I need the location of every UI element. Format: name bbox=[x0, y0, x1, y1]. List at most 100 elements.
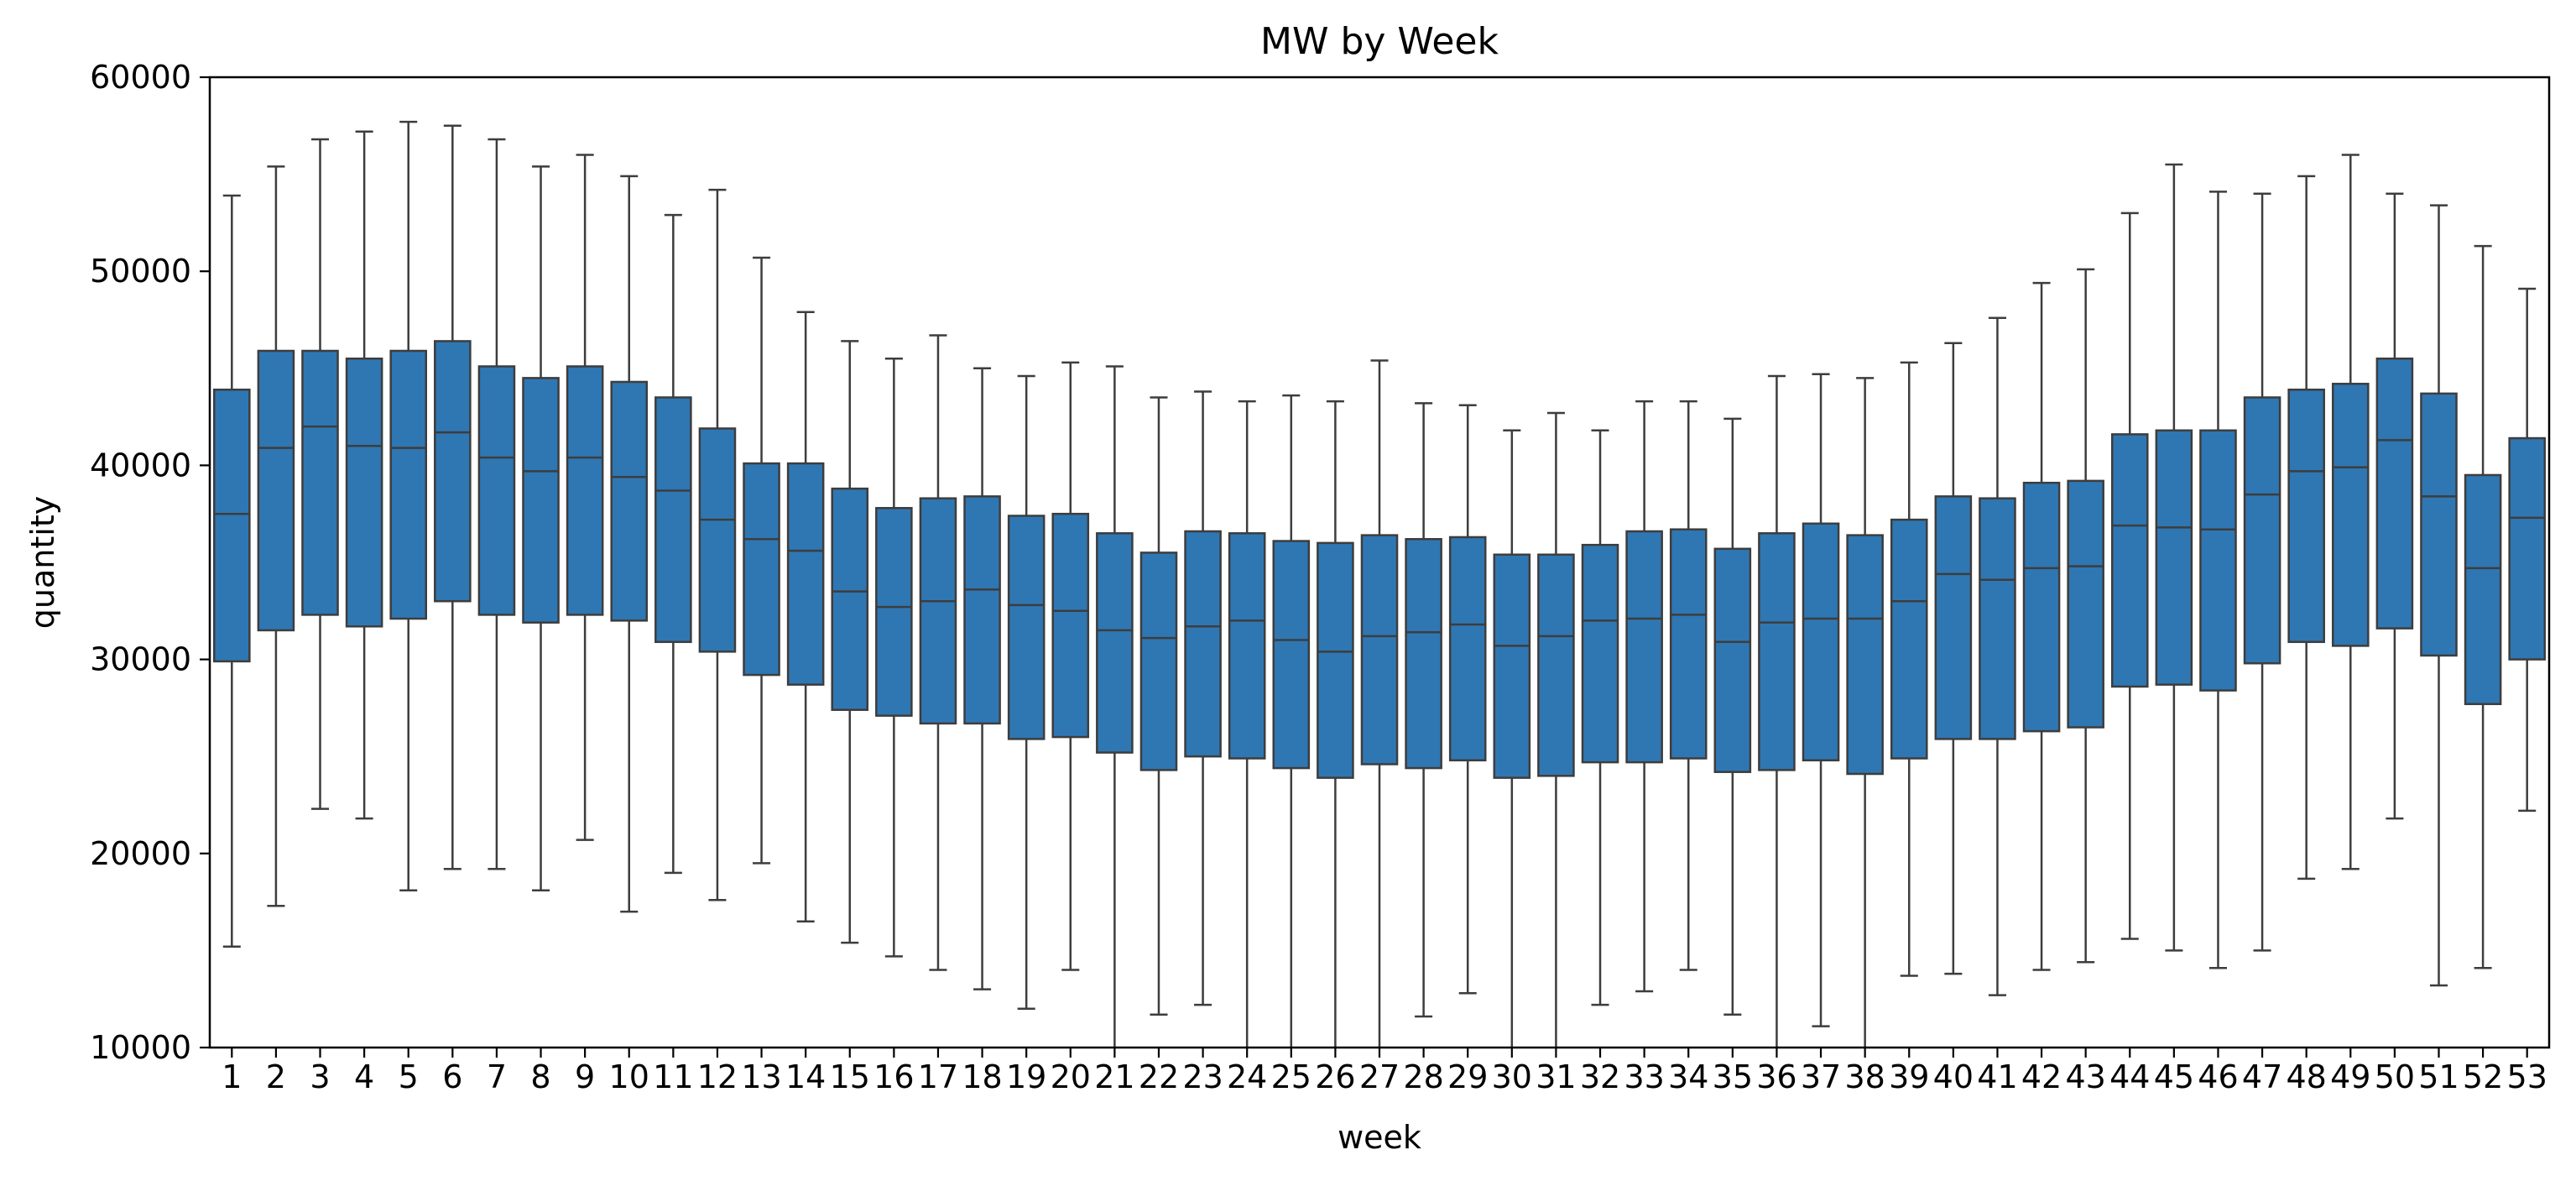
x-tick-label: 7 bbox=[487, 1058, 507, 1095]
x-tick-label: 14 bbox=[785, 1058, 826, 1095]
box-week-37 bbox=[1802, 373, 1840, 1027]
box-week-34 bbox=[1669, 400, 1708, 971]
y-tick-label: 10000 bbox=[90, 1029, 191, 1066]
iqr-box bbox=[1625, 530, 1663, 764]
box-week-7 bbox=[477, 138, 516, 870]
box-week-18 bbox=[963, 367, 1001, 990]
box-week-25 bbox=[1272, 394, 1311, 1048]
x-tick-label: 52 bbox=[2463, 1058, 2503, 1095]
iqr-box bbox=[1405, 538, 1442, 770]
box-week-43 bbox=[2067, 268, 2104, 964]
iqr-box bbox=[786, 462, 825, 686]
box-week-29 bbox=[1448, 404, 1487, 995]
x-tick-label: 37 bbox=[1801, 1058, 1841, 1095]
box-week-23 bbox=[1184, 390, 1222, 1006]
x-tick-label: 30 bbox=[1492, 1058, 1532, 1095]
box-week-14 bbox=[786, 311, 825, 922]
iqr-box bbox=[2110, 433, 2149, 688]
iqr-box bbox=[698, 427, 737, 653]
x-tick-label: 48 bbox=[2286, 1058, 2326, 1095]
x-tick-label: 50 bbox=[2375, 1058, 2415, 1095]
box-week-10 bbox=[610, 175, 649, 913]
x-tick-label: 45 bbox=[2154, 1058, 2194, 1095]
iqr-box bbox=[1934, 495, 1973, 740]
iqr-box bbox=[1846, 534, 1884, 776]
box-week-17 bbox=[919, 334, 957, 971]
box-week-50 bbox=[2375, 192, 2414, 820]
iqr-box bbox=[1272, 540, 1311, 770]
iqr-box bbox=[919, 497, 957, 725]
x-tick-label: 35 bbox=[1713, 1058, 1753, 1095]
iqr-box bbox=[2287, 388, 2325, 644]
x-tick-label: 34 bbox=[1668, 1058, 1708, 1095]
iqr-box bbox=[1096, 532, 1134, 754]
iqr-box bbox=[257, 349, 295, 632]
iqr-box bbox=[1890, 518, 1928, 760]
x-tick-label: 25 bbox=[1271, 1058, 1311, 1095]
box-week-15 bbox=[831, 340, 869, 944]
box-week-35 bbox=[1713, 417, 1752, 1016]
iqr-box bbox=[2199, 429, 2237, 692]
box-week-36 bbox=[1758, 374, 1796, 1048]
box-week-28 bbox=[1405, 402, 1442, 1018]
iqr-box bbox=[1713, 547, 1752, 773]
x-tick-label: 1 bbox=[222, 1058, 242, 1095]
iqr-box bbox=[566, 365, 604, 616]
iqr-box bbox=[522, 377, 560, 624]
iqr-box bbox=[743, 462, 780, 677]
x-tick-label: 31 bbox=[1536, 1058, 1576, 1095]
x-tick-label: 32 bbox=[1580, 1058, 1620, 1095]
iqr-box bbox=[1360, 534, 1399, 766]
iqr-box bbox=[875, 507, 913, 717]
x-tick-label: 42 bbox=[2021, 1058, 2062, 1095]
iqr-box bbox=[389, 349, 428, 620]
x-tick-label: 51 bbox=[2418, 1058, 2459, 1095]
box-week-16 bbox=[875, 357, 913, 958]
x-tick-label: 18 bbox=[962, 1058, 1002, 1095]
x-tick-label: 41 bbox=[1977, 1058, 2017, 1095]
box-week-9 bbox=[566, 154, 604, 841]
box-week-44 bbox=[2110, 212, 2149, 940]
box-week-48 bbox=[2287, 175, 2325, 881]
x-axis-label: week bbox=[1338, 1119, 1421, 1156]
box-week-12 bbox=[698, 188, 737, 901]
iqr-box bbox=[477, 365, 516, 616]
iqr-box bbox=[434, 340, 472, 603]
x-tick-label: 3 bbox=[310, 1058, 330, 1095]
y-axis: 10000 20000 30000 40000 50000 60000 bbox=[90, 59, 210, 1066]
x-tick-label: 38 bbox=[1844, 1058, 1885, 1095]
x-tick-label: 13 bbox=[741, 1058, 781, 1095]
iqr-box bbox=[654, 396, 692, 644]
box-week-51 bbox=[2420, 204, 2458, 987]
box-week-47 bbox=[2243, 192, 2281, 952]
x-tick-label: 21 bbox=[1094, 1058, 1134, 1095]
box-week-8 bbox=[522, 165, 560, 891]
x-tick-label: 40 bbox=[1933, 1058, 1974, 1095]
iqr-box bbox=[610, 380, 649, 622]
iqr-box bbox=[2022, 481, 2061, 733]
y-axis-label: quantity bbox=[24, 496, 61, 629]
box-week-38 bbox=[1846, 377, 1884, 1048]
x-tick-label: 27 bbox=[1359, 1058, 1400, 1095]
x-tick-label: 28 bbox=[1403, 1058, 1443, 1095]
iqr-box bbox=[1758, 532, 1796, 771]
x-tick-label: 19 bbox=[1006, 1058, 1046, 1095]
iqr-box bbox=[1007, 515, 1046, 740]
box-week-53 bbox=[2508, 287, 2546, 813]
iqr-box bbox=[2155, 429, 2193, 686]
x-tick-label: 26 bbox=[1315, 1058, 1355, 1095]
iqr-box bbox=[1979, 497, 2016, 740]
x-tick-label: 10 bbox=[609, 1058, 649, 1095]
x-tick-label: 17 bbox=[918, 1058, 958, 1095]
iqr-box bbox=[1448, 536, 1487, 762]
box-week-42 bbox=[2022, 281, 2061, 971]
box-week-4 bbox=[345, 130, 383, 820]
box-week-27 bbox=[1360, 359, 1399, 1048]
x-tick-label: 43 bbox=[2065, 1058, 2105, 1095]
box-week-19 bbox=[1007, 374, 1046, 1011]
iqr-box bbox=[1581, 543, 1619, 764]
iqr-box bbox=[2243, 396, 2281, 665]
iqr-box bbox=[1184, 530, 1222, 758]
iqr-box bbox=[2508, 436, 2546, 661]
